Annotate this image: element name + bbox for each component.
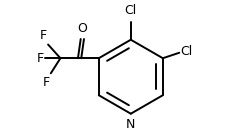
Text: O: O — [77, 22, 87, 35]
Text: F: F — [39, 29, 47, 42]
Text: F: F — [37, 52, 44, 65]
Text: Cl: Cl — [124, 4, 136, 17]
Text: N: N — [126, 118, 135, 131]
Text: F: F — [42, 76, 49, 89]
Text: Cl: Cl — [180, 45, 192, 58]
